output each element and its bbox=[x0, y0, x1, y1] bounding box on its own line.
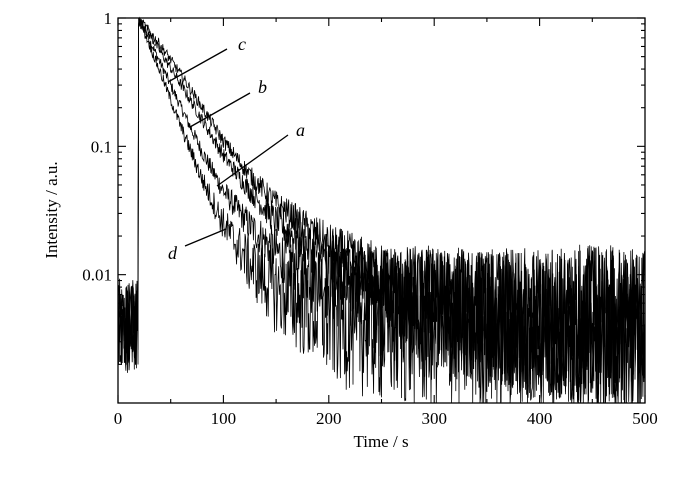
annotation-leader-b bbox=[189, 92, 251, 128]
traces-group bbox=[117, 16, 646, 404]
x-axis-title: Time / s bbox=[353, 432, 408, 451]
ticks-group bbox=[117, 17, 646, 403]
x-tick-label: 200 bbox=[316, 409, 342, 428]
x-tick-label: 0 bbox=[114, 409, 123, 428]
series-d-line bbox=[117, 19, 646, 404]
annotation-leader-a bbox=[216, 134, 289, 187]
x-tick-label: 300 bbox=[421, 409, 447, 428]
annotation-leader-d bbox=[184, 228, 227, 247]
y-tick-label: 0.1 bbox=[91, 137, 112, 156]
annotation-label-d: d bbox=[168, 243, 178, 263]
annotation-label-c: c bbox=[238, 34, 246, 54]
x-tick-label: 100 bbox=[211, 409, 237, 428]
annotation-label-a: a bbox=[296, 120, 305, 140]
annotation-leader-c bbox=[167, 48, 228, 83]
tick-labels-group: 0 100 200 300 400 500 0.01 0.1 1 bbox=[82, 9, 658, 428]
y-tick-label: 0.01 bbox=[82, 266, 112, 285]
annotations-group: c b a d bbox=[167, 34, 305, 263]
x-tick-label: 400 bbox=[527, 409, 553, 428]
y-tick-label: 1 bbox=[104, 9, 113, 28]
y-axis-title: Intensity / a.u. bbox=[42, 161, 61, 258]
annotation-label-b: b bbox=[258, 77, 267, 97]
x-tick-label: 500 bbox=[632, 409, 658, 428]
